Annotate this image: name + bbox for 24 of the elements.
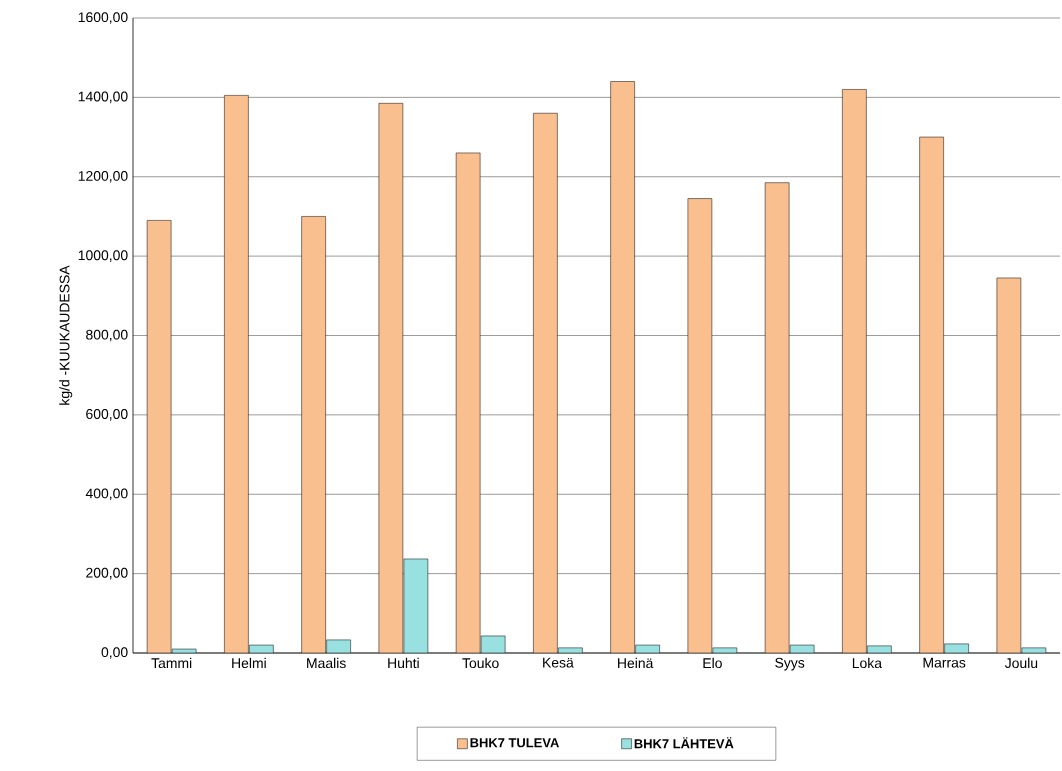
x-tick-label: Loka (852, 657, 883, 669)
y-tick-label: 600,00 (86, 409, 128, 421)
y-tick-label: 400,00 (85, 488, 128, 501)
y-tick-label: 1400,00 (78, 91, 128, 104)
x-tick-label: Kesä (543, 657, 574, 668)
x-tick-label: Elo (703, 657, 722, 669)
x-tick-label: Tammi (151, 657, 192, 669)
y-tick-label: 0,00 (101, 647, 128, 659)
x-tick-label: Syys (775, 657, 805, 671)
x-tick-label: Joulu (1004, 657, 1038, 669)
x-tick-label: Touko (462, 657, 499, 669)
y-tick-label: 200,00 (86, 567, 128, 580)
x-tick-label: Heinä (618, 657, 654, 669)
x-tick-label: Maalis (307, 657, 346, 669)
legend-label: BHK7 LÄHTEVÄ (634, 737, 734, 749)
x-tick-label: Marras (923, 657, 966, 668)
y-tick-label: 1600,00 (78, 12, 128, 24)
y-tick-label: 1200,00 (78, 170, 128, 183)
y-tick-label: 800,00 (86, 329, 128, 342)
x-tick-label: Helmi (232, 657, 266, 669)
y-axis-title: kg/d -KUUKAUDESSA (59, 265, 73, 405)
x-tick-label: Huhti (388, 657, 419, 669)
y-tick-label: 1000,00 (78, 250, 128, 262)
legend-label: BHK7 TULEVA (470, 738, 560, 748)
